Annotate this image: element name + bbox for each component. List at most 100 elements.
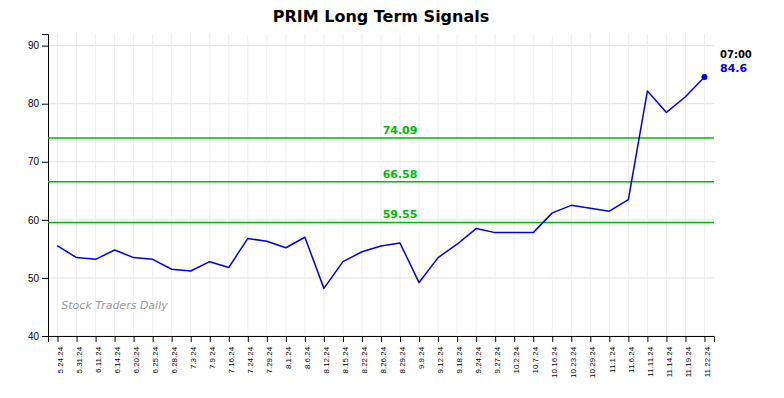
y-tick: 80 (28, 98, 48, 109)
grid-line-x (323, 34, 324, 336)
plot: 4050607080905.24.245.31.246.11.246.14.24… (28, 34, 752, 378)
x-axis: 5.24.24 5.31.24 6.11.24 6.14.24 6.20.24 6.25.… (49, 336, 715, 378)
x-tick-label: 8.26.24 (379, 346, 388, 373)
x-tick: 7.3.24 (189, 336, 198, 369)
x-tick: 6.20.24 (132, 336, 141, 374)
x-tick-mark (96, 336, 97, 342)
x-tick-label: 6.11.24 (94, 346, 103, 373)
watermark: Stock Traders Daily (61, 299, 168, 312)
last-time: 07:00 (720, 49, 752, 60)
x-tick-mark (134, 336, 135, 342)
x-tick-mark (628, 336, 629, 342)
grid-line-x (628, 34, 629, 336)
marks (48, 74, 714, 288)
x-tick-label: 11.11.24 (646, 346, 655, 377)
x-tick-mark (77, 336, 78, 342)
x-tick: 5.24.24 (56, 336, 65, 374)
grid-line-x (114, 34, 115, 336)
x-tick-mark (58, 336, 59, 342)
grid-line-x (495, 34, 496, 336)
x-tick-mark (438, 336, 439, 342)
x-tick-mark (514, 336, 515, 342)
x-tick-mark (362, 336, 363, 342)
chart: 4050607080905.24.245.31.246.11.246.14.24… (0, 0, 784, 398)
x-tick: 11.6.24 (627, 336, 636, 373)
grid-line-x (552, 34, 553, 336)
x-tick: 11.19.24 (684, 336, 693, 377)
price-line (58, 77, 705, 288)
signal-label: 59.55 (383, 208, 418, 221)
grid-line-x (133, 34, 134, 336)
grid-line-x (476, 34, 477, 336)
x-tick: 7.24.24 (246, 336, 255, 374)
grid-line-x (285, 34, 286, 336)
grid-line-x (609, 34, 610, 336)
x-tick: 8.29.24 (398, 336, 407, 374)
x-tick-mark (590, 336, 591, 342)
x-tick: 7.29.24 (265, 336, 274, 374)
x-tick-mark (571, 336, 572, 342)
x-tick-label: 6.20.24 (132, 346, 141, 373)
grid-line-x (152, 34, 153, 336)
x-tick: 11.14.24 (665, 336, 674, 377)
x-tick-label: 9.24.24 (474, 346, 483, 373)
y-tick-mark (42, 220, 48, 221)
x-tick-label: 5.31.24 (75, 346, 84, 373)
x-tick-mark (248, 336, 249, 342)
x-tick-mark (210, 336, 211, 342)
x-tick-mark (153, 336, 154, 342)
x-tick-mark (191, 336, 192, 342)
x-tick-label: 8.22.24 (360, 346, 369, 373)
x-tick: 9.24.24 (474, 336, 483, 374)
grid (48, 34, 714, 336)
x-tick-mark (647, 336, 648, 342)
x-tick: 9.9.24 (417, 336, 426, 369)
x-tick-label: 10.29.24 (588, 346, 597, 378)
y-tick-label: 50 (28, 273, 40, 284)
x-tick: 10.23.24 (569, 336, 578, 378)
grid-line-x (342, 34, 343, 336)
x-tick-label: 9.18.24 (455, 346, 464, 373)
x-axis-line (49, 337, 715, 343)
grid-line-x (266, 34, 267, 336)
grid-line-x (171, 34, 172, 336)
x-tick: 10.29.24 (588, 336, 597, 378)
x-tick-mark (609, 336, 610, 342)
x-tick-label: 10.16.24 (550, 346, 559, 378)
x-tick: 6.14.24 (113, 336, 122, 374)
x-tick: 7.16.24 (227, 336, 236, 374)
x-tick-label: 9.27.24 (493, 346, 502, 373)
x-tick-label: 9.12.24 (436, 346, 445, 373)
x-tick-mark (552, 336, 553, 342)
title: PRIM Long Term Signals (273, 7, 490, 26)
x-tick-label: 8.29.24 (398, 346, 407, 373)
x-tick-label: 11.19.24 (684, 346, 693, 377)
y-tick-label: 60 (28, 215, 40, 226)
x-tick-mark (324, 336, 325, 342)
grid-line-x (590, 34, 591, 336)
x-tick-mark (343, 336, 344, 342)
x-tick-mark (305, 336, 306, 342)
x-tick-label: 8.1.24 (284, 346, 293, 369)
x-tick: 8.1.24 (284, 336, 293, 369)
y-tick-mark (42, 278, 48, 279)
grid-line-x (247, 34, 248, 336)
x-tick-label: 7.29.24 (265, 346, 274, 373)
x-tick-mark (666, 336, 667, 342)
x-tick: 8.22.24 (360, 336, 369, 374)
grid-line-x (571, 34, 572, 336)
grid-line-x (533, 34, 534, 336)
grid-line-x (304, 34, 305, 336)
x-tick-mark (267, 336, 268, 342)
y-axis: 405060708090 (28, 35, 49, 342)
y-tick: 70 (28, 156, 48, 167)
x-tick-mark (476, 336, 477, 342)
grid-line-x (381, 34, 382, 336)
x-tick: 6.25.24 (151, 336, 160, 374)
x-tick-mark (172, 336, 173, 342)
x-tick-label: 10.7.24 (531, 346, 540, 373)
x-tick-mark (229, 336, 230, 342)
grid-line-x (666, 34, 667, 336)
x-tick-label: 7.16.24 (227, 346, 236, 373)
x-tick: 8.12.24 (322, 336, 331, 374)
